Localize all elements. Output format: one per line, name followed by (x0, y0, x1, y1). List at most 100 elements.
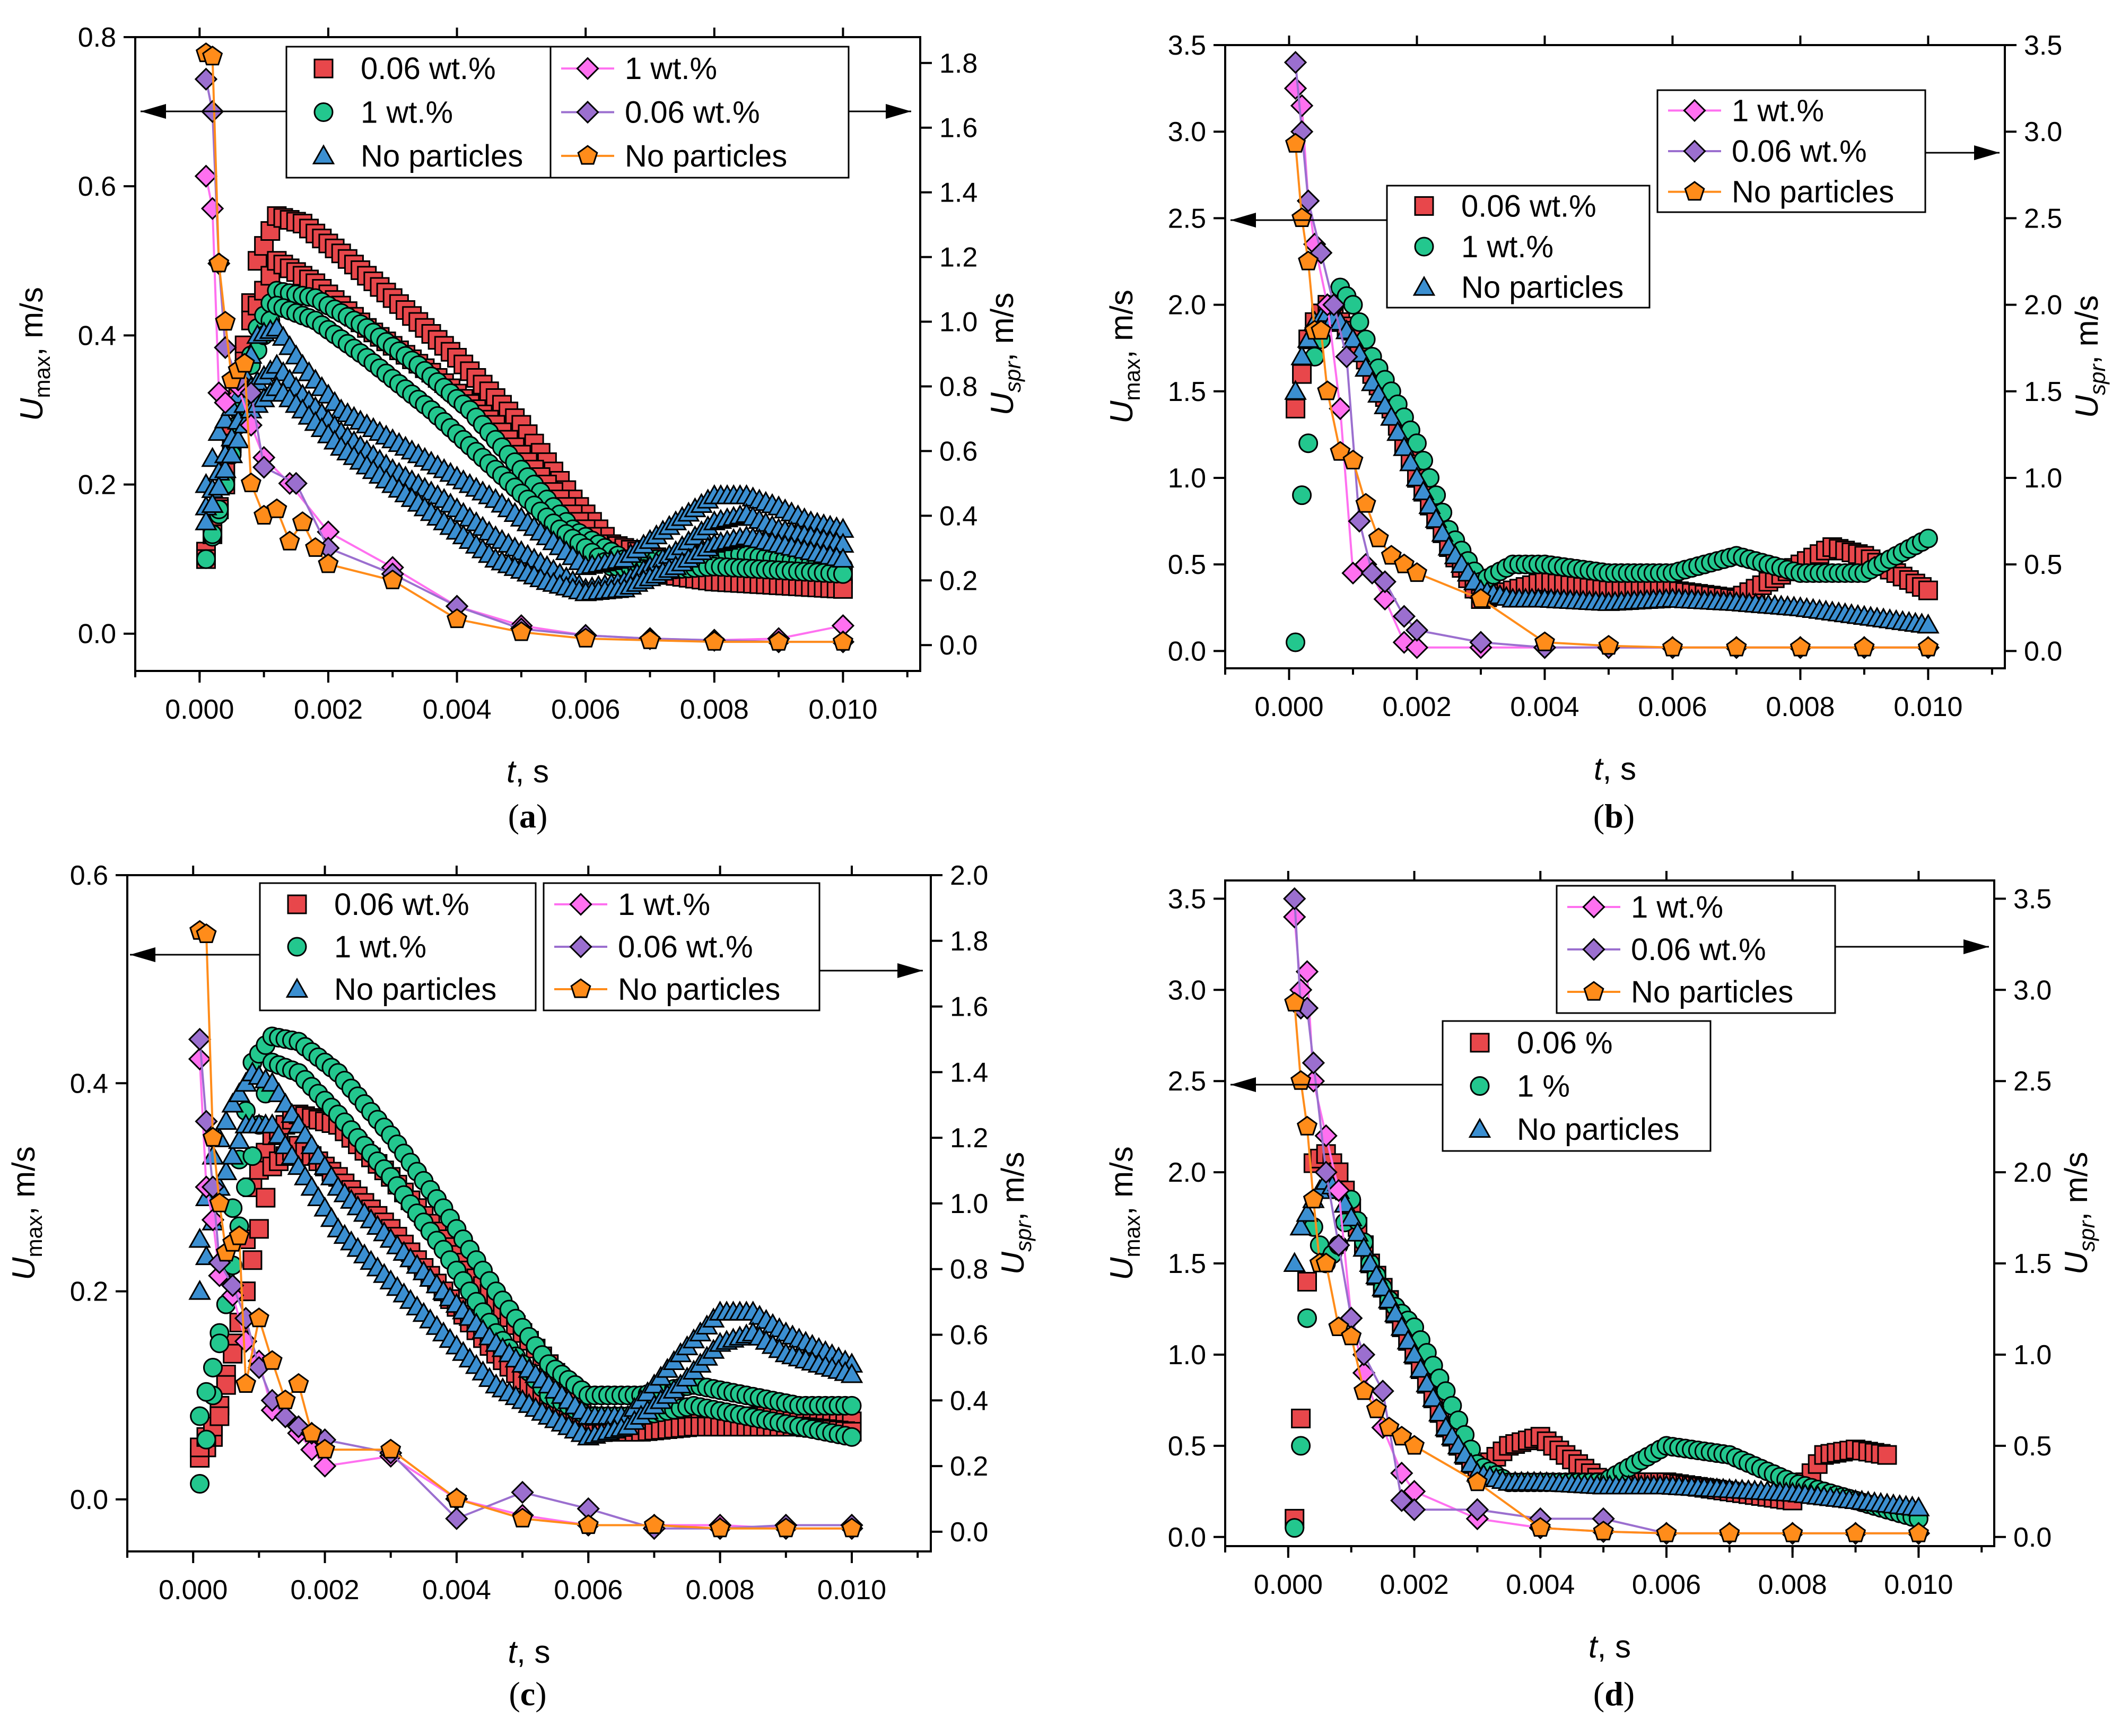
right-legend-label: 0.06 wt.% (618, 930, 753, 964)
x-axis-label: t, s (1594, 751, 1636, 787)
data-point (1384, 1302, 1407, 1322)
left-legend-marker (1470, 1033, 1490, 1053)
panel-d: 0.000 0.002 0.004 0.006 0.008 0.010 0.0 0.5 1.0 1… (1104, 871, 2099, 1713)
x-axis-label: t, s (1588, 1629, 1631, 1664)
data-point (209, 1192, 230, 1212)
data-point (1341, 328, 1365, 348)
left-legend-marker (285, 978, 309, 998)
y-right-tick-label: 1.8 (950, 926, 988, 957)
panel-label-close: ) (1624, 1675, 1635, 1713)
y-right-tick-label: 0.5 (2024, 549, 2062, 580)
right-legend-marker (569, 935, 592, 958)
panel-label-open: ( (1593, 1675, 1604, 1713)
x-axis-label: t, s (508, 1634, 550, 1670)
y-left-tick-label: 0.8 (78, 22, 116, 53)
right-legend-label: No particles (1732, 175, 1894, 210)
data-point (210, 1406, 230, 1426)
y-left-tick-label: 0.0 (1168, 1522, 1206, 1553)
data-point (249, 1219, 269, 1239)
data-point (234, 1330, 258, 1353)
y-right-axis-label: Uspr, m/s (984, 293, 1025, 416)
data-point (1297, 1308, 1317, 1328)
data-point (1371, 1380, 1394, 1403)
data-point (382, 569, 403, 589)
data-point (1409, 1357, 1432, 1378)
data-point (214, 458, 237, 478)
y-left-tick-label: 0.2 (70, 1277, 108, 1307)
data-point (1366, 1398, 1387, 1418)
data-point (1291, 207, 1313, 227)
data-point (1469, 631, 1492, 654)
data-point (234, 353, 255, 373)
y-left-tick-label: 2.5 (1168, 203, 1206, 234)
right-legend-marker (1683, 139, 1706, 163)
data-point (511, 1480, 534, 1504)
data-point (201, 1208, 225, 1232)
data-point (841, 1517, 862, 1538)
panel-label-close: ) (535, 1675, 546, 1713)
x-tick-label: 0.010 (1893, 692, 1962, 722)
data-point (1530, 1517, 1551, 1537)
data-point (1340, 1206, 1363, 1227)
x-tick-label: 0.008 (680, 694, 749, 725)
right-legend-label: No particles (618, 972, 780, 1007)
right-legend-marker (576, 100, 599, 124)
data-point (215, 1110, 238, 1130)
data-point (833, 564, 853, 584)
x-axis-label-unit: , s (1603, 751, 1636, 787)
y-left-tick-label: 3.0 (1168, 975, 1206, 1006)
data-point (1662, 636, 1683, 657)
data-point (1284, 50, 1307, 74)
data-point (1296, 1115, 1318, 1136)
data-point (1352, 1236, 1375, 1257)
x-tick-label: 0.000 (1254, 1569, 1323, 1600)
data-point (236, 1177, 256, 1197)
data-point (1286, 398, 1306, 418)
y-right-tick-label: 1.4 (939, 178, 977, 208)
left-axis-arrow-head (1230, 1077, 1256, 1092)
x-tick-label: 0.004 (1510, 692, 1579, 722)
left-legend-label: No particles (361, 139, 523, 173)
x-tick-label: 0.000 (1254, 692, 1323, 722)
y-left-label-var: U (14, 398, 49, 421)
data-point (1353, 1380, 1375, 1400)
data-point (1380, 405, 1403, 426)
data-point (202, 1144, 224, 1165)
y-right-tick-label: 0.4 (939, 501, 977, 531)
right-axis-arrow-head (1974, 145, 2000, 160)
data-point (380, 1438, 401, 1459)
data-point (1406, 562, 1428, 582)
data-point (223, 1344, 243, 1364)
y-right-tick-label: 1.0 (2024, 463, 2062, 494)
y-right-tick-label: 0.5 (2013, 1431, 2052, 1462)
right-legend-label: No particles (625, 139, 787, 173)
data-point (1284, 380, 1307, 400)
data-point (842, 1395, 862, 1416)
data-point (1392, 605, 1416, 628)
data-point (1341, 1325, 1362, 1346)
panel-label-close: ) (536, 797, 547, 835)
plot-frame (1224, 879, 1995, 1547)
y-right-tick-label: 2.0 (950, 860, 988, 891)
y-right-tick-label: 0.2 (939, 565, 977, 596)
data-point (275, 1389, 296, 1409)
data-point (1393, 436, 1416, 456)
y-right-label-unit: , m/s (2058, 1152, 2094, 1221)
y-left-tick-label: 1.5 (1168, 1249, 1206, 1279)
data-point (190, 1406, 210, 1426)
data-point (1355, 493, 1376, 513)
data-point (201, 493, 224, 513)
series-left-No-particles (1283, 1170, 1930, 1516)
data-point (445, 1507, 468, 1530)
panel-b: 0.000 0.002 0.004 0.006 0.008 0.010 0.0 0.5 1.0 1… (1104, 30, 2110, 835)
y-right-tick-label: 0.4 (950, 1385, 988, 1416)
y-right-tick-label: 1.6 (939, 113, 977, 144)
panel-label-open: ( (1593, 797, 1604, 835)
data-point (575, 627, 596, 648)
x-tick-label: 0.002 (294, 694, 363, 725)
data-point (248, 1307, 269, 1328)
data-point (1292, 485, 1312, 505)
y-right-tick-label: 1.5 (2013, 1249, 2052, 1279)
y-right-label-unit: , m/s (995, 1152, 1031, 1221)
panel-label-open: ( (508, 797, 519, 835)
